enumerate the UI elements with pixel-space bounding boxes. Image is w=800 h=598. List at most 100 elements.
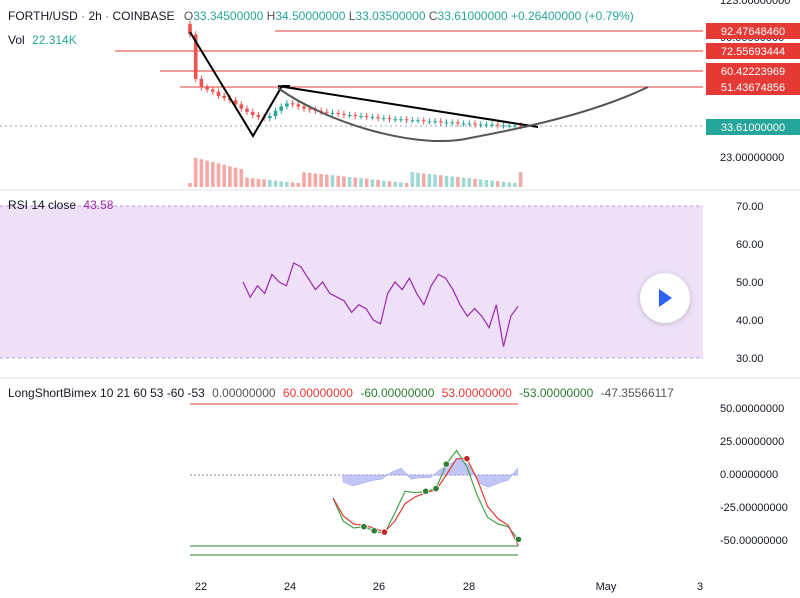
candle-body — [370, 117, 375, 119]
ohlc-value: 33.03500000 — [355, 9, 426, 23]
lsb-tick-label: 50.00000000 — [720, 403, 784, 415]
ohlc-readout: O33.34500000 H34.50000000 L33.03500000 C… — [184, 9, 634, 23]
lsb-cross-marker — [370, 527, 378, 535]
volume-bar — [233, 167, 238, 187]
volume-bar — [518, 172, 523, 187]
candle-body — [296, 104, 301, 107]
rsi-pane: 70.00 60.00 50.00 40.00 30.00 — [0, 201, 764, 365]
volume-bar — [387, 181, 392, 187]
volume-bar — [456, 177, 460, 187]
candle-body — [410, 120, 415, 122]
volume-bar — [268, 180, 272, 187]
price-label-text: 72.55693444 — [721, 46, 785, 58]
volume-bar — [342, 176, 346, 187]
lsb-histogram — [342, 458, 518, 488]
rsi-band — [0, 206, 703, 358]
volume-bar — [313, 173, 318, 187]
candle-body — [450, 122, 454, 124]
ohlc-label: O — [183, 9, 194, 23]
price-label-bg — [706, 79, 800, 95]
volume-bar — [490, 180, 494, 187]
lsb-cross-marker — [442, 460, 450, 468]
price-label-text: 51.43674856 — [721, 82, 785, 94]
price-label-bg — [706, 23, 800, 39]
cup-curve — [277, 86, 649, 142]
candle-body — [233, 100, 238, 105]
candle-body — [302, 106, 306, 109]
volume-bar — [382, 180, 386, 187]
candle-body — [404, 119, 409, 121]
ohlc-value: 33.61000000 — [437, 9, 508, 23]
volume-bar — [353, 177, 358, 187]
exchange-name: COINBASE — [112, 9, 175, 23]
candle-body — [245, 108, 249, 112]
rsi-value: 43.58 — [83, 198, 114, 212]
candle-body — [216, 91, 221, 96]
timeframe[interactable]: 2h — [88, 9, 102, 23]
lsb-label: LongShortBimex 10 21 60 53 -60 -53 — [8, 386, 205, 400]
volume-bar — [211, 162, 215, 187]
lsb-cross-marker — [463, 455, 471, 463]
volume-bar — [245, 177, 249, 187]
rsi-label: RSI 14 close — [8, 198, 77, 212]
volume-bar — [467, 178, 472, 187]
volume-bar — [199, 159, 204, 187]
ohlc-label: L — [348, 9, 356, 23]
volume-bar — [439, 175, 443, 187]
candle-body — [285, 103, 289, 107]
candle-body — [496, 124, 500, 126]
descending-trendline — [277, 85, 539, 128]
lsb-cross-marker — [360, 523, 368, 531]
lsb-cross-marker — [514, 535, 523, 544]
rsi-tick-label: 30.00 — [736, 353, 764, 365]
volume-bar — [478, 179, 483, 187]
volume-bar — [228, 166, 232, 187]
price-label-text: 60.42223969 — [721, 66, 785, 78]
candle-body — [399, 119, 403, 121]
candle-body — [222, 95, 226, 99]
lsb-value: 60.00000000 — [282, 386, 353, 400]
time-tick-label: 28 — [463, 581, 475, 593]
candle-body — [359, 116, 363, 118]
volume-bar — [410, 172, 415, 187]
candle-body — [507, 125, 511, 127]
chart-header: FORTH/USD · 2h · COINBASE O33.34500000 H… — [8, 9, 634, 23]
candle-body — [456, 122, 460, 124]
play-button[interactable] — [640, 273, 690, 323]
lsb-value: -47.35566117 — [600, 386, 674, 400]
volume-bar — [399, 182, 403, 187]
candle-body — [444, 122, 449, 124]
volume-bar — [376, 180, 380, 187]
candle-body — [205, 87, 209, 90]
volume-bar — [427, 174, 432, 187]
candle-body — [461, 123, 466, 125]
rsi-tick-label: 70.00 — [736, 201, 764, 213]
zigzag-trendline — [189, 31, 290, 138]
volume-bar — [461, 177, 466, 187]
lsb-value: -53.00000000 — [519, 386, 594, 400]
volume-bar — [216, 163, 221, 187]
candle-body — [421, 120, 426, 122]
symbol-name[interactable]: FORTH/USD — [8, 9, 78, 23]
candle-body — [336, 112, 340, 114]
candle-body — [290, 103, 295, 105]
volume-bar — [347, 177, 352, 187]
lsb-value: 53.00000000 — [441, 386, 512, 400]
volume-bar — [473, 178, 477, 187]
price-change: +0.26400000 (+0.79%) — [510, 9, 634, 23]
candle-body — [239, 104, 244, 109]
time-tick-label: May — [596, 581, 617, 593]
candle-body — [342, 113, 346, 115]
price-tick-label: 23.00000000 — [720, 152, 784, 164]
volume-bar — [307, 172, 312, 187]
candle-body — [473, 123, 477, 125]
rsi-tick-label: 60.00 — [736, 239, 764, 251]
candle-body — [273, 110, 278, 117]
candle-body — [382, 118, 386, 120]
rsi-tick-label: 40.00 — [736, 315, 764, 327]
candle-body — [501, 125, 506, 127]
candle-body — [250, 111, 255, 115]
lsb-value: -60.00000000 — [360, 386, 435, 400]
candle-body — [193, 34, 198, 79]
